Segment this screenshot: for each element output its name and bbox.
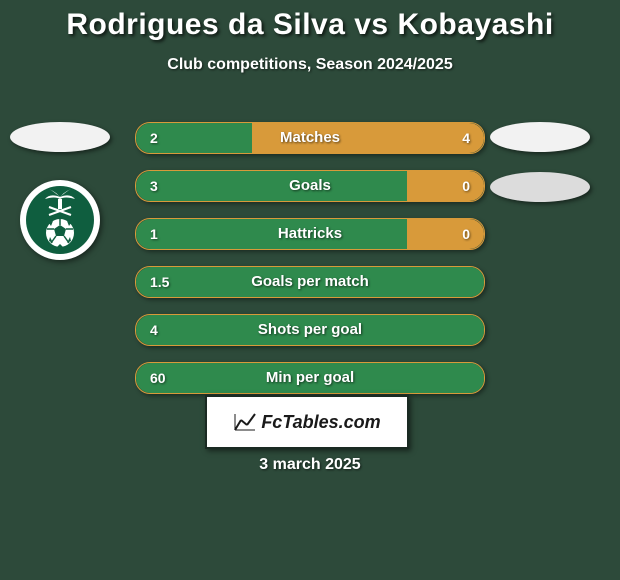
stat-label: Hattricks [136, 219, 484, 249]
badge-top-right [490, 122, 590, 152]
stats-block: 24Matches 30Goals 10Hattricks 1.5Goals per … [135, 122, 485, 410]
stat-row: 30Goals [135, 170, 485, 202]
date-label: 3 march 2025 [0, 456, 620, 474]
subtitle: Club competitions, Season 2024/2025 [0, 56, 620, 74]
stat-row: 1.5Goals per match [135, 266, 485, 298]
stat-row: 60Min per goal [135, 362, 485, 394]
brand-icon [233, 412, 257, 432]
stat-row: 10Hattricks [135, 218, 485, 250]
comparison-infographic: Rodrigues da Silva vs Kobayashi Club com… [0, 0, 620, 580]
stat-label: Matches [136, 123, 484, 153]
badge-mid-right [490, 172, 590, 202]
brand-text: FcTables.com [233, 412, 380, 433]
crest-icon [25, 185, 95, 255]
brand-box: FcTables.com [205, 395, 409, 449]
brand-label: FcTables.com [261, 412, 380, 433]
stat-label: Goals per match [136, 267, 484, 297]
stat-label: Min per goal [136, 363, 484, 393]
stat-label: Goals [136, 171, 484, 201]
stat-row: 4Shots per goal [135, 314, 485, 346]
badge-top-left [10, 122, 110, 152]
stat-row: 24Matches [135, 122, 485, 154]
page-title: Rodrigues da Silva vs Kobayashi [0, 0, 620, 42]
stat-label: Shots per goal [136, 315, 484, 345]
club-crest-left [20, 180, 100, 260]
